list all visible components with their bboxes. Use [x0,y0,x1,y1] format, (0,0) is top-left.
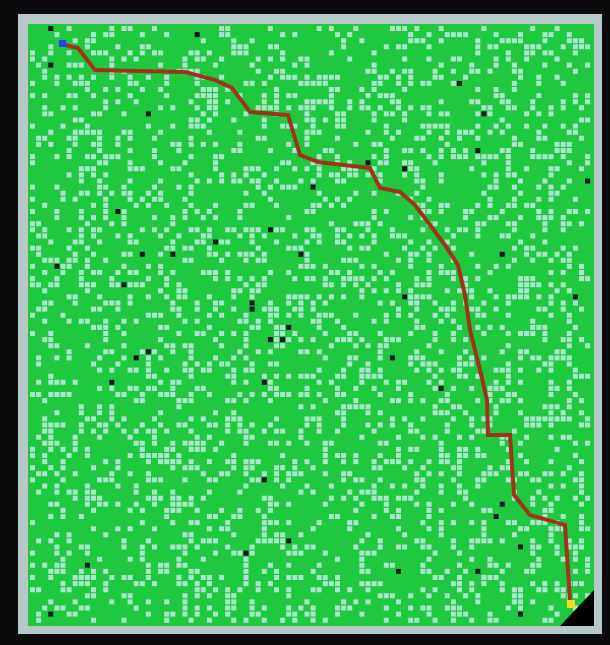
page: (() => { const data = JSON.parse(documen… [0,0,610,645]
start-cell [59,40,66,47]
grid-field [28,24,594,626]
screen-photo [0,0,610,645]
goal-cell [567,600,575,608]
